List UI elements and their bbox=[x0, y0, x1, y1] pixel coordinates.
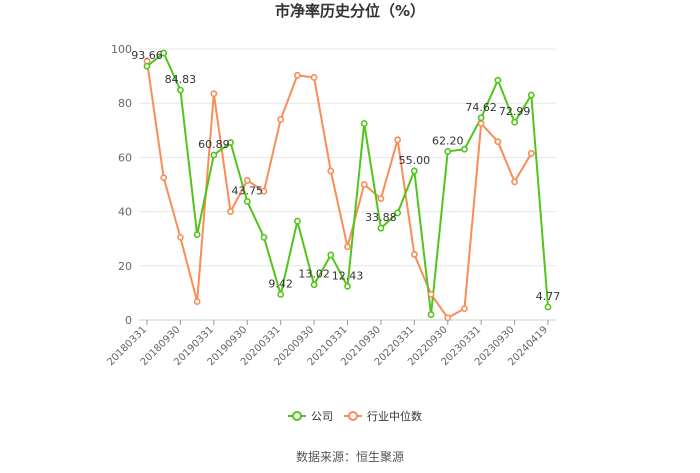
data-point-industry-median[interactable] bbox=[377, 195, 385, 202]
source-note: 数据来源：恒生聚源 bbox=[296, 449, 404, 464]
data-point-company[interactable] bbox=[444, 148, 452, 155]
data-point-company[interactable] bbox=[410, 167, 418, 175]
data-label: 9.42 bbox=[268, 277, 293, 290]
data-point-industry-median[interactable] bbox=[360, 181, 368, 188]
data-point-industry-median[interactable] bbox=[477, 120, 485, 127]
data-point-industry-median[interactable] bbox=[160, 174, 168, 182]
data-point-industry-median[interactable] bbox=[511, 178, 518, 186]
legend-label-company: 公司 bbox=[311, 410, 333, 423]
series-points bbox=[143, 49, 552, 322]
data-label: 4.77 bbox=[536, 290, 561, 303]
data-point-company[interactable] bbox=[293, 217, 301, 225]
data-point-industry-median[interactable] bbox=[427, 290, 435, 298]
data-label: 33.88 bbox=[365, 211, 397, 224]
data-point-company[interactable] bbox=[544, 303, 552, 311]
data-point-company[interactable] bbox=[177, 86, 184, 94]
data-point-company[interactable] bbox=[511, 118, 518, 126]
data-point-company[interactable] bbox=[494, 76, 502, 84]
legend[interactable]: 公司 行业中位数 bbox=[288, 409, 422, 423]
data-point-company[interactable] bbox=[210, 151, 218, 159]
data-label: 12.43 bbox=[332, 269, 364, 282]
data-point-industry-median[interactable] bbox=[310, 74, 318, 81]
data-label: 55.00 bbox=[399, 154, 431, 167]
data-label: 74.62 bbox=[465, 101, 497, 114]
y-tick-label: 20 bbox=[118, 260, 132, 273]
data-point-industry-median[interactable] bbox=[293, 71, 301, 79]
data-point-company[interactable] bbox=[344, 282, 351, 290]
data-point-company[interactable] bbox=[427, 311, 435, 318]
data-point-industry-median[interactable] bbox=[327, 167, 335, 175]
data-point-company[interactable] bbox=[377, 224, 385, 232]
y-axis-ticks: 0 20 40 60 80 100 bbox=[111, 43, 132, 327]
data-point-industry-median[interactable] bbox=[277, 116, 285, 123]
legend-item-industry-median[interactable]: 行业中位数 bbox=[344, 409, 422, 423]
data-point-company[interactable] bbox=[160, 49, 168, 57]
data-label: 93.66 bbox=[131, 49, 163, 62]
data-point-company[interactable] bbox=[461, 145, 468, 153]
x-axis: 2018033120180930201903312019093020200331… bbox=[105, 320, 550, 368]
data-point-industry-median[interactable] bbox=[193, 298, 201, 305]
data-point-industry-median[interactable] bbox=[394, 136, 402, 144]
data-point-company[interactable] bbox=[527, 91, 535, 99]
data-point-company[interactable] bbox=[360, 120, 368, 127]
data-point-industry-median[interactable] bbox=[210, 90, 218, 98]
data-point-company[interactable] bbox=[394, 209, 402, 217]
y-tick-label: 40 bbox=[118, 206, 132, 219]
data-label: 62.20 bbox=[432, 134, 464, 147]
legend-label-industry-median: 行业中位数 bbox=[367, 409, 422, 423]
data-point-company[interactable] bbox=[243, 198, 251, 205]
y-tick-label: 60 bbox=[118, 151, 132, 164]
data-point-company[interactable] bbox=[227, 139, 234, 146]
y-tick-label: 100 bbox=[111, 43, 132, 56]
data-point-industry-median[interactable] bbox=[344, 243, 351, 251]
data-point-industry-median[interactable] bbox=[227, 208, 234, 215]
legend-swatch-company-marker bbox=[292, 411, 302, 421]
chart-title: 市净率历史分位（%） bbox=[275, 2, 425, 20]
data-point-company[interactable] bbox=[277, 291, 285, 298]
series-line-industry-median bbox=[146, 61, 533, 319]
data-point-industry-median[interactable] bbox=[527, 149, 535, 157]
data-label: 13.02 bbox=[298, 268, 330, 281]
data-point-company[interactable] bbox=[327, 251, 335, 259]
y-tick-label: 80 bbox=[118, 97, 132, 110]
data-point-industry-median[interactable] bbox=[260, 187, 268, 195]
data-point-company[interactable] bbox=[260, 233, 268, 241]
data-point-industry-median[interactable] bbox=[494, 138, 502, 146]
data-label: 60.89 bbox=[198, 138, 230, 151]
data-point-company[interactable] bbox=[310, 281, 318, 289]
data-point-industry-median[interactable] bbox=[444, 314, 452, 322]
data-point-industry-median[interactable] bbox=[177, 233, 184, 241]
data-point-industry-median[interactable] bbox=[410, 251, 418, 258]
data-label: 84.83 bbox=[165, 73, 197, 86]
data-point-company[interactable] bbox=[193, 231, 201, 239]
data-label: 72.99 bbox=[499, 105, 531, 118]
data-point-company[interactable] bbox=[143, 62, 151, 70]
y-tick-label: 0 bbox=[125, 314, 132, 327]
data-point-industry-median[interactable] bbox=[243, 177, 251, 184]
data-point-industry-median[interactable] bbox=[461, 305, 468, 313]
legend-item-company[interactable]: 公司 bbox=[288, 410, 333, 423]
legend-swatch-industry-marker bbox=[348, 411, 358, 421]
data-point-company[interactable] bbox=[477, 114, 485, 122]
data-label: 43.75 bbox=[232, 184, 264, 197]
